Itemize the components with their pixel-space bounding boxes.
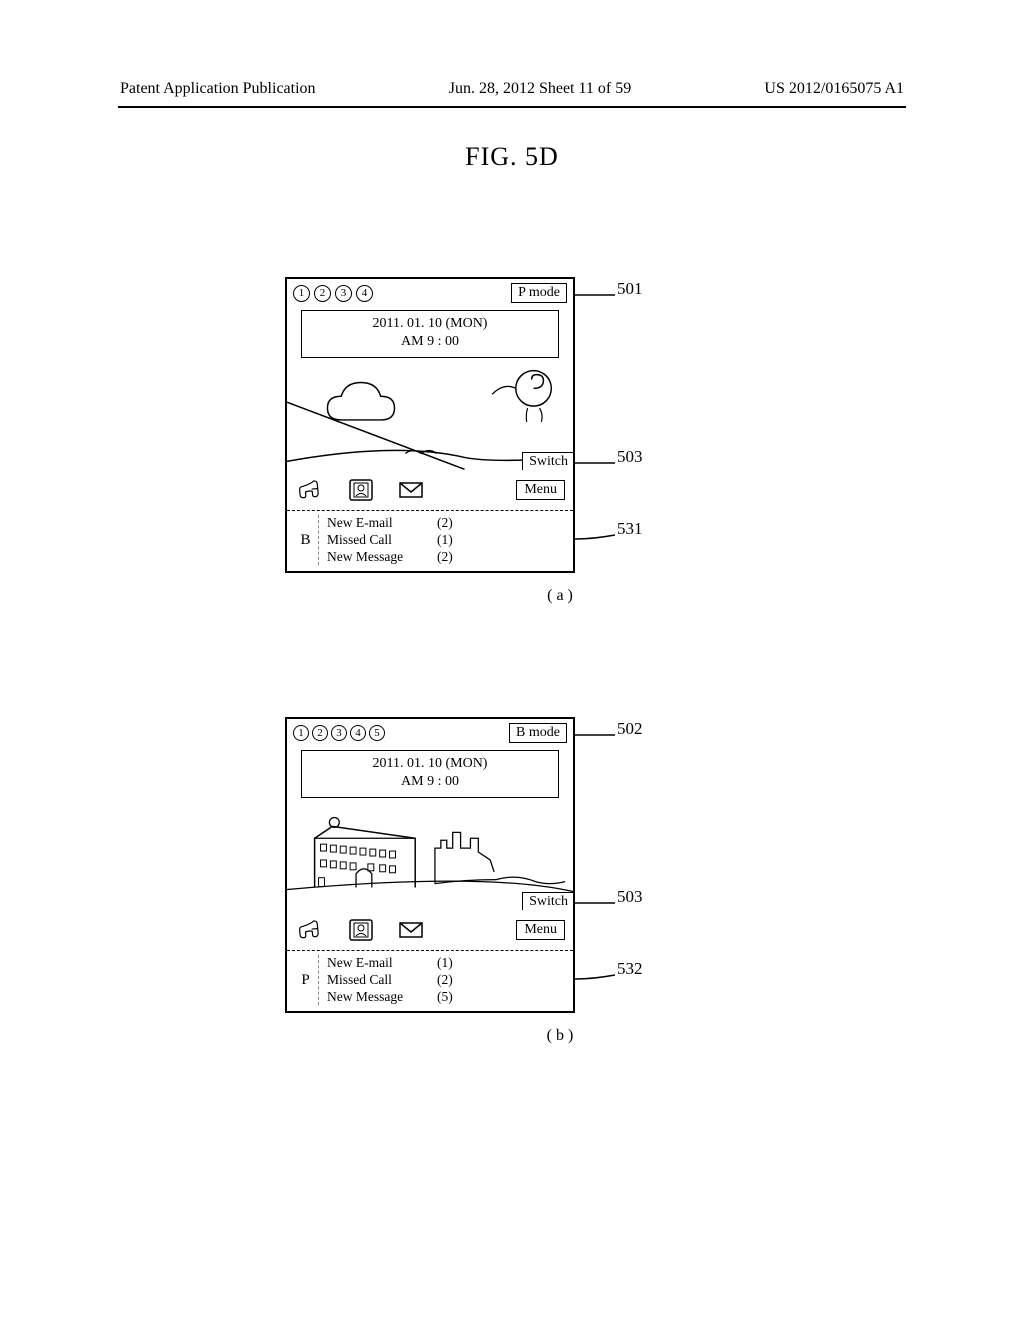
phone-b-wrap: 1 2 3 4 5 B mode 2011. 01. 10 (MON) AM 9… bbox=[285, 717, 715, 1045]
status-indicator: 2 bbox=[312, 725, 328, 741]
status-indicator: 2 bbox=[314, 285, 331, 302]
switch-button[interactable]: Switch bbox=[522, 892, 573, 910]
contact-icon[interactable] bbox=[345, 476, 377, 504]
notif-count: (1) bbox=[437, 955, 453, 971]
header-right: US 2012/0165075 A1 bbox=[764, 80, 904, 98]
phone-b: 1 2 3 4 5 B mode 2011. 01. 10 (MON) AM 9… bbox=[285, 717, 575, 1013]
callout-label: 502 bbox=[617, 719, 643, 739]
callout-label: 501 bbox=[617, 279, 643, 299]
notif-item: New Message (2) bbox=[327, 549, 453, 565]
time-label: AM 9 : 00 bbox=[306, 773, 554, 791]
subfigure-label: ( a ) bbox=[405, 587, 715, 605]
date-label: 2011. 01. 10 (MON) bbox=[306, 315, 554, 333]
callout-label: 532 bbox=[617, 959, 643, 979]
menu-button[interactable]: Menu bbox=[516, 920, 565, 940]
notif-count: (5) bbox=[437, 989, 453, 1005]
time-label: AM 9 : 00 bbox=[306, 333, 554, 351]
callout-label: 503 bbox=[617, 447, 643, 467]
notif-label: New E-mail bbox=[327, 955, 427, 971]
notif-count: (2) bbox=[437, 515, 453, 531]
notif-mode-letter: P bbox=[293, 955, 319, 1005]
notif-item: Missed Call (1) bbox=[327, 532, 453, 548]
dock: Menu bbox=[287, 910, 573, 950]
notif-item: New E-mail (2) bbox=[327, 515, 453, 531]
notif-mode-letter: B bbox=[293, 515, 319, 565]
mode-indicator: B mode bbox=[509, 723, 567, 743]
notif-item: New E-mail (1) bbox=[327, 955, 453, 971]
date-label: 2011. 01. 10 (MON) bbox=[306, 755, 554, 773]
notif-list: New E-mail (1) Missed Call (2) New Messa… bbox=[327, 955, 453, 1005]
callout-label: 503 bbox=[617, 887, 643, 907]
status-indicator: 4 bbox=[356, 285, 373, 302]
status-indicator: 3 bbox=[335, 285, 352, 302]
status-indicator: 3 bbox=[331, 725, 347, 741]
status-indicator: 5 bbox=[369, 725, 385, 741]
notif-label: Missed Call bbox=[327, 972, 427, 988]
status-indicator: 1 bbox=[293, 725, 309, 741]
menu-button[interactable]: Menu bbox=[516, 480, 565, 500]
notif-label: New Message bbox=[327, 989, 427, 1005]
mode-indicator: P mode bbox=[511, 283, 567, 303]
notif-item: Missed Call (2) bbox=[327, 972, 453, 988]
status-indicator: 1 bbox=[293, 285, 310, 302]
figure-title: FIG. 5D bbox=[0, 142, 1024, 172]
phone-icon[interactable] bbox=[295, 916, 327, 944]
notif-label: Missed Call bbox=[327, 532, 427, 548]
notification-panel: P New E-mail (1) Missed Call (2) New Mes… bbox=[287, 950, 573, 1011]
phone-a: 1 2 3 4 P mode 2011. 01. 10 (MON) AM 9 :… bbox=[285, 277, 575, 573]
page-header: Patent Application Publication Jun. 28, … bbox=[0, 0, 1024, 106]
phone-icon[interactable] bbox=[295, 476, 327, 504]
datetime-widget: 2011. 01. 10 (MON) AM 9 : 00 bbox=[301, 750, 559, 798]
callout-label: 531 bbox=[617, 519, 643, 539]
notif-list: New E-mail (2) Missed Call (1) New Messa… bbox=[327, 515, 453, 565]
header-center: Jun. 28, 2012 Sheet 11 of 59 bbox=[449, 80, 632, 98]
header-rule bbox=[118, 106, 906, 108]
datetime-widget: 2011. 01. 10 (MON) AM 9 : 00 bbox=[301, 310, 559, 358]
wallpaper: Switch bbox=[287, 362, 573, 470]
notif-label: New E-mail bbox=[327, 515, 427, 531]
mail-icon[interactable] bbox=[395, 916, 427, 944]
mail-icon[interactable] bbox=[395, 476, 427, 504]
status-bar: 1 2 3 4 5 B mode bbox=[287, 719, 573, 745]
wallpaper: Switch bbox=[287, 802, 573, 910]
phone-a-wrap: 1 2 3 4 P mode 2011. 01. 10 (MON) AM 9 :… bbox=[285, 277, 715, 605]
status-bar: 1 2 3 4 P mode bbox=[287, 279, 573, 305]
notif-count: (2) bbox=[437, 549, 453, 565]
contact-icon[interactable] bbox=[345, 916, 377, 944]
notif-label: New Message bbox=[327, 549, 427, 565]
status-indicator: 4 bbox=[350, 725, 366, 741]
dock: Menu bbox=[287, 470, 573, 510]
header-left: Patent Application Publication bbox=[120, 80, 316, 98]
subfigure-label: ( b ) bbox=[405, 1027, 715, 1045]
notification-panel: B New E-mail (2) Missed Call (1) New Mes… bbox=[287, 510, 573, 571]
notif-item: New Message (5) bbox=[327, 989, 453, 1005]
notif-count: (1) bbox=[437, 532, 453, 548]
notif-count: (2) bbox=[437, 972, 453, 988]
switch-button[interactable]: Switch bbox=[522, 452, 573, 470]
